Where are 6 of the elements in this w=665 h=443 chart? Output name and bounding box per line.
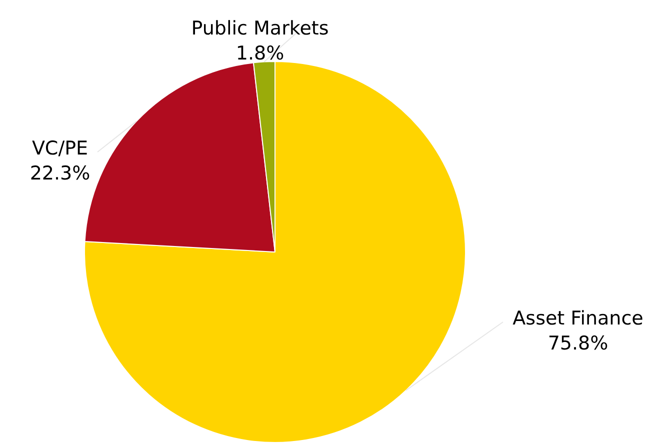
slice-label: Asset Finance [512,307,644,330]
data-label: 1.8% [236,42,284,64]
data-label: 22.3% [30,162,90,184]
slice-label: VC/PE [32,137,88,160]
data-label: 75.8% [548,332,608,354]
slice-label: Public Markets [191,17,329,40]
